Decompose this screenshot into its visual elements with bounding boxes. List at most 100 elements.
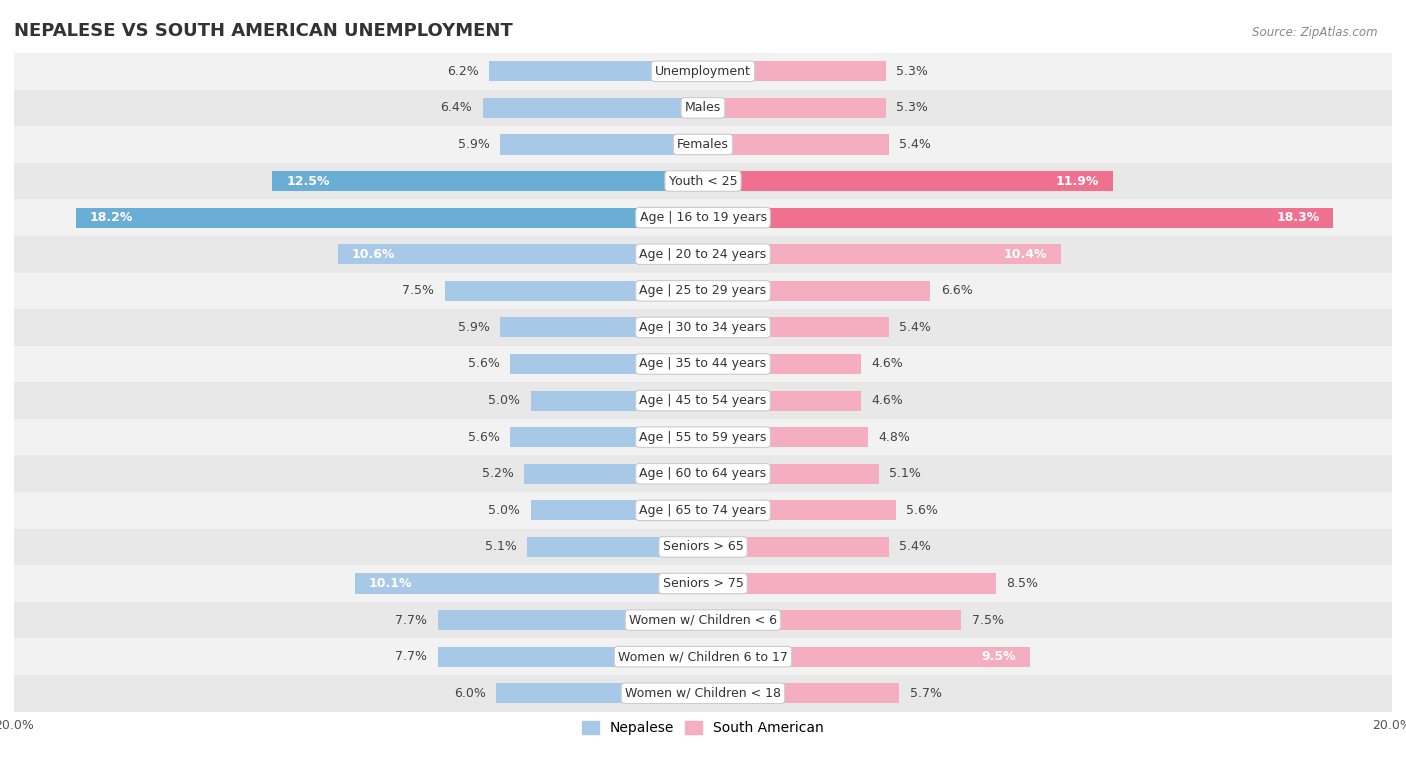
Bar: [14, 638, 1392, 675]
Bar: [14, 199, 1392, 236]
Bar: [703, 684, 900, 703]
Text: 5.9%: 5.9%: [457, 138, 489, 151]
Bar: [510, 427, 703, 447]
Bar: [14, 419, 1392, 456]
Text: 5.1%: 5.1%: [889, 467, 921, 480]
Bar: [703, 98, 886, 118]
Text: 7.7%: 7.7%: [395, 650, 427, 663]
Bar: [14, 236, 1392, 273]
Text: Women w/ Children 6 to 17: Women w/ Children 6 to 17: [619, 650, 787, 663]
Text: 10.6%: 10.6%: [352, 248, 395, 260]
Text: Unemployment: Unemployment: [655, 65, 751, 78]
Text: 9.5%: 9.5%: [981, 650, 1017, 663]
Bar: [703, 171, 1114, 191]
Bar: [356, 574, 703, 593]
Bar: [76, 207, 703, 228]
Text: 7.5%: 7.5%: [402, 285, 434, 298]
Bar: [437, 610, 703, 630]
Text: 7.7%: 7.7%: [395, 614, 427, 627]
Text: 11.9%: 11.9%: [1056, 175, 1099, 188]
Bar: [703, 427, 869, 447]
Text: Age | 55 to 59 years: Age | 55 to 59 years: [640, 431, 766, 444]
Bar: [14, 53, 1392, 89]
Bar: [703, 207, 1333, 228]
Bar: [703, 391, 862, 410]
Bar: [14, 675, 1392, 712]
Text: 18.2%: 18.2%: [90, 211, 134, 224]
Bar: [703, 317, 889, 338]
Bar: [510, 354, 703, 374]
Bar: [703, 135, 889, 154]
Bar: [14, 126, 1392, 163]
Bar: [499, 135, 703, 154]
Text: Age | 45 to 54 years: Age | 45 to 54 years: [640, 394, 766, 407]
Bar: [703, 500, 896, 520]
Bar: [524, 464, 703, 484]
Text: 7.5%: 7.5%: [972, 614, 1004, 627]
Text: 4.6%: 4.6%: [872, 357, 904, 370]
Text: 4.6%: 4.6%: [872, 394, 904, 407]
Text: 6.4%: 6.4%: [440, 101, 472, 114]
Text: 5.4%: 5.4%: [900, 540, 931, 553]
Text: Age | 25 to 29 years: Age | 25 to 29 years: [640, 285, 766, 298]
Text: 5.3%: 5.3%: [896, 65, 928, 78]
Bar: [14, 309, 1392, 346]
Bar: [14, 565, 1392, 602]
Text: 10.1%: 10.1%: [368, 577, 412, 590]
Text: Age | 35 to 44 years: Age | 35 to 44 years: [640, 357, 766, 370]
Text: 6.6%: 6.6%: [941, 285, 973, 298]
Bar: [703, 61, 886, 81]
Text: 4.8%: 4.8%: [879, 431, 911, 444]
Bar: [531, 500, 703, 520]
Text: Age | 20 to 24 years: Age | 20 to 24 years: [640, 248, 766, 260]
Text: Women w/ Children < 6: Women w/ Children < 6: [628, 614, 778, 627]
Text: Women w/ Children < 18: Women w/ Children < 18: [626, 687, 780, 699]
Text: NEPALESE VS SOUTH AMERICAN UNEMPLOYMENT: NEPALESE VS SOUTH AMERICAN UNEMPLOYMENT: [14, 22, 513, 40]
Text: Males: Males: [685, 101, 721, 114]
Bar: [489, 61, 703, 81]
Text: Age | 60 to 64 years: Age | 60 to 64 years: [640, 467, 766, 480]
Text: 5.3%: 5.3%: [896, 101, 928, 114]
Bar: [703, 281, 931, 301]
Bar: [14, 382, 1392, 419]
Legend: Nepalese, South American: Nepalese, South American: [576, 716, 830, 741]
Text: 6.2%: 6.2%: [447, 65, 479, 78]
Bar: [14, 528, 1392, 565]
Bar: [437, 646, 703, 667]
Bar: [14, 163, 1392, 199]
Bar: [703, 574, 995, 593]
Text: 18.3%: 18.3%: [1277, 211, 1320, 224]
Text: 5.4%: 5.4%: [900, 138, 931, 151]
Text: 5.1%: 5.1%: [485, 540, 517, 553]
Text: 5.0%: 5.0%: [488, 504, 520, 517]
Text: 5.0%: 5.0%: [488, 394, 520, 407]
Text: 10.4%: 10.4%: [1004, 248, 1047, 260]
Text: Age | 30 to 34 years: Age | 30 to 34 years: [640, 321, 766, 334]
Text: Age | 16 to 19 years: Age | 16 to 19 years: [640, 211, 766, 224]
Text: 5.6%: 5.6%: [468, 357, 499, 370]
Text: Seniors > 75: Seniors > 75: [662, 577, 744, 590]
Bar: [14, 456, 1392, 492]
Bar: [337, 245, 703, 264]
Bar: [14, 602, 1392, 638]
Bar: [496, 684, 703, 703]
Bar: [531, 391, 703, 410]
Text: 8.5%: 8.5%: [1007, 577, 1038, 590]
Bar: [703, 245, 1062, 264]
Bar: [527, 537, 703, 557]
Bar: [14, 273, 1392, 309]
Text: 12.5%: 12.5%: [287, 175, 329, 188]
Text: 5.6%: 5.6%: [907, 504, 938, 517]
Bar: [14, 346, 1392, 382]
Bar: [703, 646, 1031, 667]
Text: 5.6%: 5.6%: [468, 431, 499, 444]
Text: 6.0%: 6.0%: [454, 687, 486, 699]
Text: Seniors > 65: Seniors > 65: [662, 540, 744, 553]
Text: Age | 65 to 74 years: Age | 65 to 74 years: [640, 504, 766, 517]
Bar: [499, 317, 703, 338]
Text: 5.7%: 5.7%: [910, 687, 942, 699]
Bar: [703, 464, 879, 484]
Bar: [703, 537, 889, 557]
Bar: [14, 89, 1392, 126]
Bar: [444, 281, 703, 301]
